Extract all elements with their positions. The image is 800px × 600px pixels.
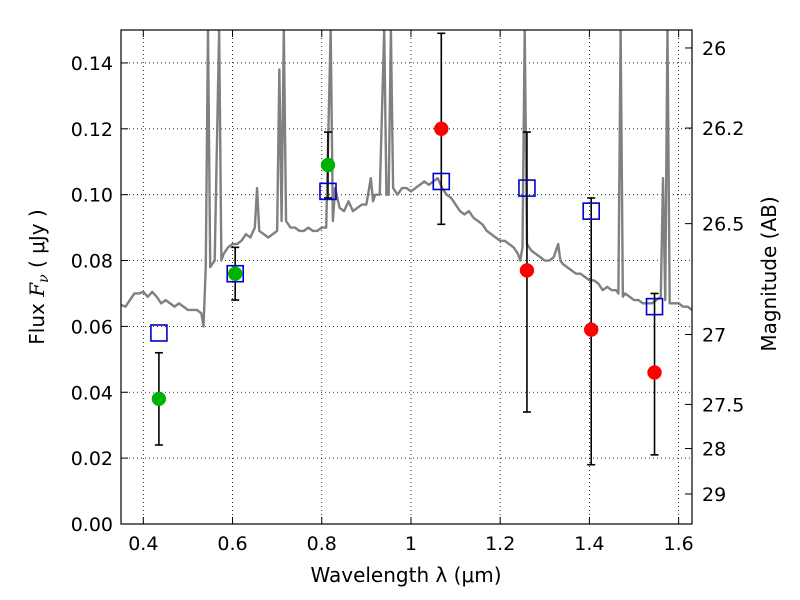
x-tick-label: 0.4 [128, 533, 158, 555]
x-tick-label: 0.8 [307, 533, 337, 555]
model-flux-box [319, 182, 337, 201]
model-flux-box [582, 202, 600, 220]
y-tick-label: 0.02 [71, 448, 113, 470]
x-tick-label: 1 [405, 533, 417, 555]
y-axis-label-subscript: ν [36, 274, 52, 283]
y-axis-label-suffix: ( μJy ) [25, 209, 49, 274]
x-tick-label: 1.6 [664, 533, 694, 555]
model-flux-box [518, 179, 536, 197]
model-flux-box [645, 297, 664, 316]
y-tick-label: 0.14 [71, 53, 113, 75]
y-tick-label: 0.00 [71, 514, 113, 536]
plot-frame [120, 29, 693, 525]
y-tick-label: 0.04 [71, 382, 113, 404]
y-tick-label: 0.06 [71, 316, 113, 338]
x-tick-label: 0.6 [217, 533, 247, 555]
y-axis-label-symbol: F [25, 282, 49, 298]
model-flux-box [432, 172, 451, 191]
right-tick-label: 27 [702, 324, 726, 346]
x-axis-label: Wavelength λ (μm) [310, 563, 501, 587]
model-flux-box [150, 324, 168, 342]
right-tick-label: 26 [702, 38, 726, 60]
photometry-point-group [151, 121, 662, 407]
y-axis-label-prefix: Flux [25, 297, 49, 345]
x-tick-label: 1.4 [574, 533, 604, 555]
model-sed-group [121, 30, 692, 328]
right-tick-label: 26.2 [702, 118, 744, 140]
right-tick-label: 29 [702, 484, 726, 506]
model-sed-line [121, 30, 692, 328]
x-tick-label: 1.2 [485, 533, 515, 555]
y-tick-label: 0.08 [71, 251, 113, 273]
model-flux-box-group [150, 172, 664, 342]
right-tick-label: 26.5 [702, 214, 744, 236]
y-tick-label: 0.12 [71, 119, 113, 141]
y-tick-labels: 0.00 0.02 0.04 0.06 0.08 0.10 0.12 0.14 [71, 53, 113, 536]
right-axis-label: Magnitude (AB) [757, 196, 781, 351]
errorbar-group [154, 32, 659, 466]
photometry-point [320, 157, 336, 173]
photometry-point [227, 266, 243, 281]
y-tick-label: 0.10 [71, 185, 113, 207]
right-tick-label: 27.5 [702, 394, 744, 416]
photometry-point [647, 365, 662, 380]
photometry-point [583, 322, 599, 337]
axis-ticks [121, 30, 692, 525]
x-tick-labels: 0.4 0.6 0.8 1 1.2 1.4 1.6 [128, 533, 694, 555]
y-axis-label: Flux Fν ( μJy ) [25, 209, 52, 344]
model-flux-box [226, 264, 244, 283]
photometry-point [519, 263, 535, 278]
photometry-point [434, 121, 449, 137]
right-tick-labels: 26 26.2 26.5 27 27.5 28 29 [702, 38, 744, 506]
right-tick-label: 28 [702, 439, 726, 461]
photometry-point [151, 391, 167, 407]
